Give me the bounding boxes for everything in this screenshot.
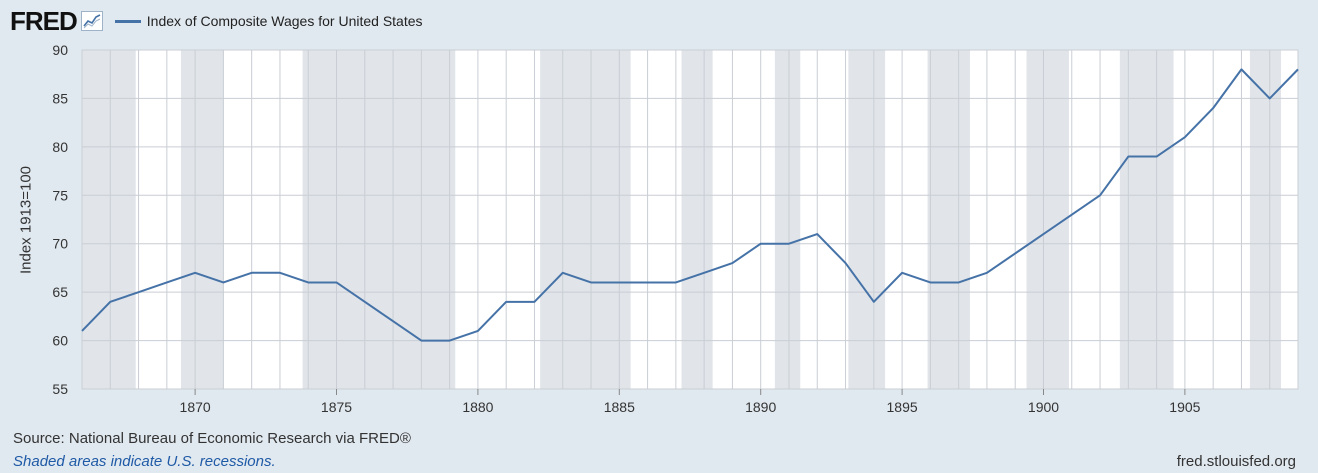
- line-chart-icon: [80, 11, 103, 31]
- legend-swatch: [114, 19, 141, 23]
- recession-band: [540, 50, 631, 389]
- x-tick-label: 1885: [604, 399, 635, 415]
- chart-legend: Index of Composite Wages for United Stat…: [114, 13, 423, 29]
- x-tick-label: 1870: [180, 399, 211, 415]
- y-tick-label: 90: [52, 42, 68, 58]
- y-tick-label: 60: [52, 333, 68, 349]
- source-note: Source: National Bureau of Economic Rese…: [13, 430, 411, 447]
- recession-note: Shaded areas indicate U.S. recessions.: [13, 453, 276, 470]
- recession-band: [1249, 50, 1282, 389]
- recession-band: [848, 50, 886, 389]
- x-tick-label: 1900: [1028, 399, 1059, 415]
- x-tick-label: 1875: [321, 399, 352, 415]
- recession-band: [180, 50, 224, 389]
- legend-label: Index of Composite Wages for United Stat…: [146, 13, 423, 29]
- y-tick-label: 70: [52, 236, 68, 252]
- y-tick-label: 80: [52, 139, 68, 155]
- fred-logo[interactable]: FRED: [10, 6, 78, 36]
- recession-band: [927, 50, 970, 389]
- y-tick-label: 55: [52, 381, 68, 397]
- recession-shading-layer: [82, 50, 1298, 389]
- plot-border: [81, 49, 1299, 390]
- fred-url-link[interactable]: fred.stlouisfed.org: [1176, 453, 1296, 470]
- recession-band: [1026, 50, 1069, 389]
- y-tick-label: 75: [52, 187, 68, 203]
- recession-band: [82, 50, 136, 389]
- y-tick-label: 65: [52, 284, 68, 300]
- axis-layer: 55 60 65 70 75 80 85 90 1870 1875 1880 1885 1890 1895…: [52, 42, 1200, 415]
- recession-band: [302, 50, 456, 389]
- x-tick-label: 1890: [745, 399, 776, 415]
- series-layer: [81, 68, 1299, 342]
- x-tick-label: 1880: [462, 399, 493, 415]
- chart-header: FRED Index of Composite Wages for United…: [10, 6, 423, 36]
- recession-band: [681, 50, 713, 389]
- y-tick-label: 85: [52, 90, 68, 106]
- recession-band: [774, 50, 801, 389]
- series-line: [81, 68, 1299, 342]
- grid-layer: [81, 49, 1299, 390]
- x-tick-label: 1905: [1169, 399, 1200, 415]
- x-tick-label: 1895: [887, 399, 918, 415]
